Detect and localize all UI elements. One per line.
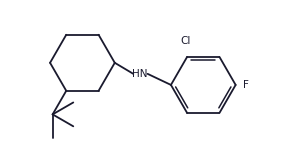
Text: HN: HN bbox=[132, 69, 148, 79]
Text: Cl: Cl bbox=[180, 36, 191, 46]
Text: F: F bbox=[243, 80, 249, 90]
